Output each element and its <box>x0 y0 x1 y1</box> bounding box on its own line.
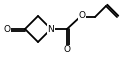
Text: N: N <box>48 25 54 33</box>
Text: O: O <box>79 10 85 20</box>
Text: O: O <box>3 25 10 33</box>
Text: O: O <box>64 46 70 54</box>
